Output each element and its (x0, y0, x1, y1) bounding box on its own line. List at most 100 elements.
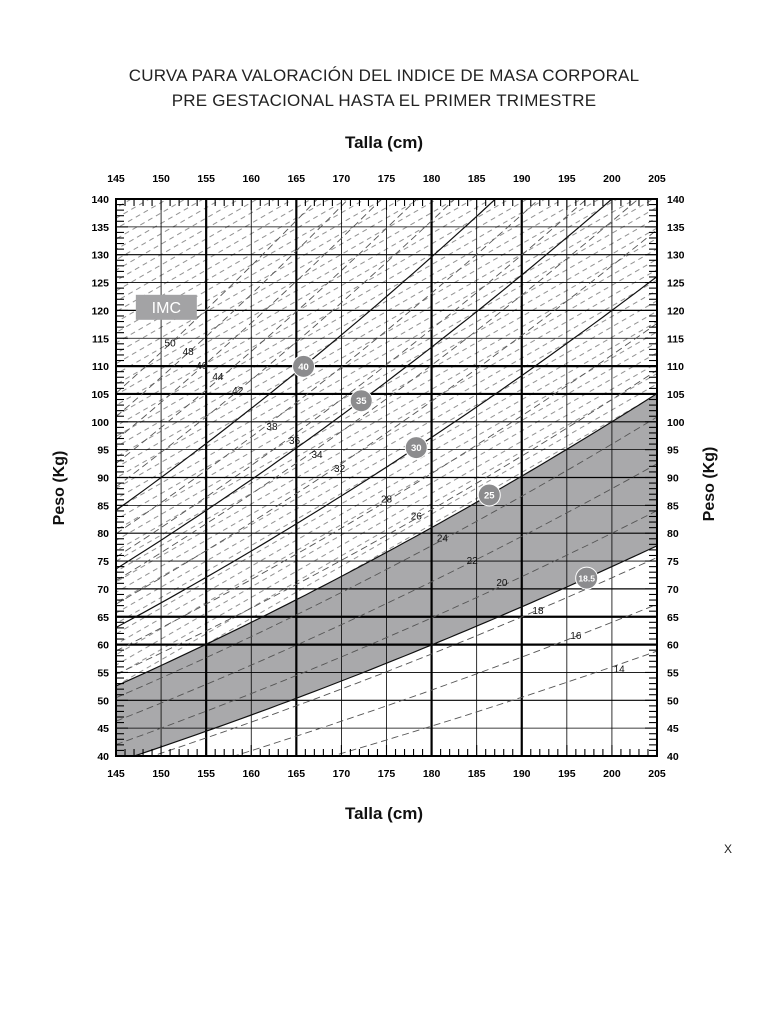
x-tick-label-top: 170 (333, 173, 351, 185)
dashed-curve-label: 46 (196, 361, 208, 372)
chart-title-line2: PRE GESTACIONAL HASTA EL PRIMER TRIMESTR… (171, 91, 597, 110)
y-tick-label-right: 95 (667, 445, 679, 457)
x-axis-label-bottom: Talla (cm) (344, 804, 424, 823)
corner-mark: X (724, 842, 733, 856)
bmi-badge (404, 436, 428, 460)
dashed-curve-label: 36 (289, 436, 301, 447)
dashed-curve-label: 24 (437, 534, 449, 545)
y-tick-label-left: 85 (97, 500, 109, 512)
y-tick-label-left: 60 (97, 640, 109, 652)
y-tick-label-right: 55 (667, 667, 679, 679)
y-tick-label-right: 90 (667, 473, 679, 485)
x-tick-label-bottom: 185 (468, 768, 486, 780)
y-tick-label-left: 130 (91, 250, 109, 262)
dashed-curve-label: 26 (411, 511, 423, 522)
x-tick-label-top: 145 (107, 173, 125, 185)
dashed-bmi-curve (116, 199, 588, 558)
x-tick-label-bottom: 205 (648, 768, 666, 780)
bmi-badge (575, 566, 599, 590)
y-tick-label-right: 120 (667, 305, 685, 317)
y-tick-label-right: 50 (667, 695, 679, 707)
y-tick-label-left: 80 (97, 528, 109, 540)
y-tick-label-right: 75 (667, 556, 679, 568)
solid-bmi-curve (116, 199, 497, 511)
x-tick-label-top: 160 (242, 173, 260, 185)
x-tick-label-top: 165 (288, 173, 306, 185)
solid-bmi-curve (116, 276, 657, 629)
dashed-curve-label: 44 (212, 372, 224, 383)
dashed-bmi-curve (116, 323, 657, 652)
dashed-curve-label: 42 (232, 386, 244, 397)
bmi-badge (477, 483, 501, 507)
x-tick-label-top: 200 (603, 173, 621, 185)
y-tick-label-left: 120 (91, 305, 109, 317)
dashed-curve-label: 18 (532, 606, 544, 617)
dashed-bmi-curve (116, 199, 456, 488)
chart-title-line1: CURVA PARA VALORACIÓN DEL INDICE DE MASA… (128, 66, 640, 85)
bmi-badge (349, 389, 373, 413)
y-tick-label-left: 90 (97, 473, 109, 485)
bmi-badge-label: 40 (298, 362, 309, 373)
y-tick-label-right: 105 (667, 389, 685, 401)
dashed-bmi-curve (116, 510, 657, 746)
y-tick-label-right: 65 (667, 612, 679, 624)
x-tick-label-top: 185 (468, 173, 486, 185)
y-tick-label-left: 40 (97, 751, 109, 763)
x-tick-label-bottom: 150 (152, 768, 170, 780)
y-tick-label-left: 75 (97, 556, 109, 568)
x-tick-label-bottom: 180 (423, 768, 441, 780)
x-tick-label-bottom: 190 (513, 768, 531, 780)
dashed-bmi-curve (116, 369, 657, 675)
dashed-curve-label: 16 (570, 631, 582, 642)
bmi-badge-label: 35 (356, 396, 367, 407)
bmi-badge-label: 30 (411, 443, 422, 454)
dashed-curve-label: 38 (266, 422, 278, 433)
y-tick-label-right: 135 (667, 222, 685, 234)
dashed-bmi-curve (116, 199, 639, 581)
y-tick-label-left: 140 (91, 194, 109, 206)
x-tick-label-top: 180 (423, 173, 441, 185)
x-tick-label-top: 155 (197, 173, 215, 185)
y-tick-label-left: 115 (92, 333, 109, 345)
y-tick-label-left: 65 (97, 612, 109, 624)
x-tick-label-bottom: 170 (333, 768, 351, 780)
y-tick-label-left: 95 (97, 445, 109, 457)
solid-bmi-curve (116, 199, 613, 570)
y-tick-label-right: 85 (667, 500, 679, 512)
x-tick-label-bottom: 195 (558, 768, 576, 780)
y-tick-label-left: 135 (91, 222, 109, 234)
y-tick-label-right: 115 (667, 333, 684, 345)
y-tick-label-right: 40 (667, 751, 679, 763)
y-tick-label-left: 105 (91, 389, 109, 401)
y-tick-label-right: 100 (667, 417, 685, 429)
bmi-badge (292, 354, 316, 378)
dashed-curve-label: 20 (496, 578, 508, 589)
x-tick-label-bottom: 145 (107, 768, 125, 780)
dashed-bmi-curve (116, 229, 657, 605)
dashed-bmi-curve (116, 199, 418, 464)
dashed-curve-label: 50 (165, 339, 177, 350)
x-tick-label-bottom: 165 (288, 768, 306, 780)
y-tick-label-right: 130 (667, 250, 685, 262)
y-tick-label-left: 110 (92, 361, 109, 373)
dashed-curve-label: 32 (334, 464, 346, 475)
x-tick-label-top: 195 (558, 173, 576, 185)
x-tick-label-top: 175 (378, 173, 396, 185)
y-tick-label-right: 140 (667, 194, 685, 206)
dashed-bmi-curve (331, 650, 657, 756)
y-tick-label-left: 45 (97, 723, 109, 735)
y-tick-label-left: 70 (97, 584, 109, 596)
solid-bmi-curve (132, 545, 657, 756)
y-tick-label-right: 125 (667, 278, 685, 290)
x-tick-label-top: 205 (648, 173, 666, 185)
dashed-curve-label: 14 (614, 664, 626, 675)
solid-bmi-curve (116, 393, 657, 687)
plot-area (116, 199, 657, 756)
y-tick-label-left: 55 (97, 667, 109, 679)
dashed-bmi-curve (116, 199, 319, 394)
y-tick-label-right: 110 (667, 361, 684, 373)
y-tick-label-right: 70 (667, 584, 679, 596)
x-tick-label-bottom: 175 (378, 768, 396, 780)
bmi-badge-label: 25 (484, 490, 495, 501)
